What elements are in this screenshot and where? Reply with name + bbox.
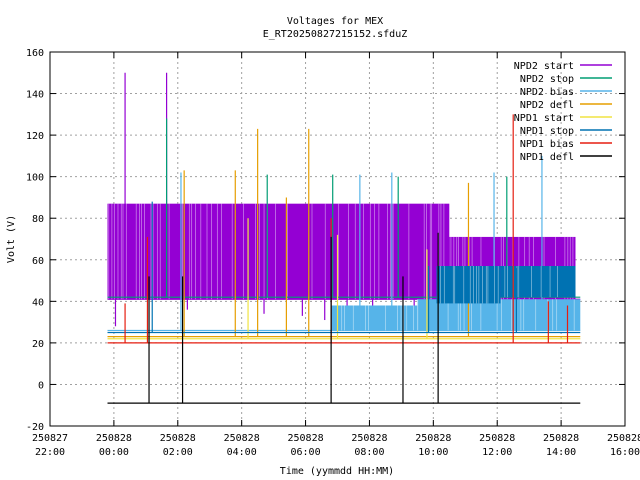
x-tick-label-date: 250828 (160, 433, 196, 444)
legend-label: NPD1 start (514, 113, 574, 124)
y-axis-tick-labels: -20 0 20 40 60 80 100 120 140 160 (26, 48, 44, 433)
y-tick-label: 120 (26, 131, 44, 142)
x-tick-label-date: 250828 (96, 433, 132, 444)
x-axis-tick-labels: 250827 22:00 250828 00:00 250828 02:00 250828 0… (32, 433, 640, 458)
x-tick-label-time: 00:00 (99, 447, 129, 458)
legend-item: NPD1 bias (520, 139, 612, 150)
x-axis-label: Time (yymmdd HH:MM) (280, 466, 394, 477)
legend-item: NPD1 stop (520, 126, 612, 137)
legend-item: NPD2 bias (520, 87, 612, 98)
legend-label: NPD1 stop (520, 126, 574, 137)
series-npd1-start (107, 218, 581, 340)
axis-ticks (49, 51, 626, 427)
x-tick-label-date: 250828 (224, 433, 260, 444)
legend-item: NPD1 defl (520, 152, 612, 163)
y-axis-label: Volt (V) (6, 215, 17, 263)
legend-label: NPD1 bias (520, 139, 574, 150)
y-tick-label: 20 (32, 339, 44, 350)
series-npd2-defl (107, 128, 581, 338)
legend-item: NPD2 stop (520, 74, 612, 85)
y-tick-label: 160 (26, 48, 44, 59)
x-tick-label-date: 250828 (351, 433, 387, 444)
y-tick-label: 140 (26, 90, 44, 101)
legend-label: NPD1 defl (520, 152, 574, 163)
legend-label: NPD2 defl (520, 100, 574, 111)
legend-item: NPD2 defl (520, 100, 612, 111)
x-tick-label-time: 06:00 (291, 447, 321, 458)
x-tick-label-time: 12:00 (482, 447, 512, 458)
legend-label: NPD2 start (514, 61, 574, 72)
legend: NPD2 start NPD2 stop NPD2 bias NPD2 defl NPD… (514, 61, 612, 163)
legend-item: NPD1 start (514, 113, 612, 124)
y-tick-label: 40 (32, 297, 44, 308)
x-tick-label-date: 250828 (479, 433, 515, 444)
chart-subtitle: E_RT20250827215152.sfduZ (263, 29, 408, 40)
series-npd1-stop (107, 201, 581, 334)
legend-label: NPD2 stop (520, 74, 574, 85)
series-band (500, 266, 576, 298)
y-tick-label: 0 (38, 380, 44, 391)
y-tick-label: -20 (26, 422, 44, 433)
plot-frame (49, 51, 626, 427)
x-tick-label-time: 02:00 (163, 447, 193, 458)
series-band (331, 305, 418, 331)
series-layer (107, 72, 581, 404)
x-tick-label-time: 08:00 (354, 447, 384, 458)
y-tick-label: 100 (26, 173, 44, 184)
series-npd2-bias (107, 155, 581, 332)
series-npd1-defl (107, 232, 581, 404)
x-tick-label-time: 04:00 (227, 447, 257, 458)
y-tick-label: 60 (32, 256, 44, 267)
legend-item: NPD2 start (514, 61, 612, 72)
x-tick-label-date: 250828 (607, 433, 640, 444)
x-tick-label-date: 250828 (415, 433, 451, 444)
x-tick-label-date: 250828 (543, 433, 579, 444)
x-tick-label-date: 250828 (287, 433, 323, 444)
series-band (417, 299, 581, 331)
x-tick-label-date: 250827 (32, 433, 68, 444)
chart-title: Voltages for MEX (287, 16, 383, 27)
x-tick-label-time: 10:00 (418, 447, 448, 458)
x-tick-label-time: 22:00 (35, 447, 65, 458)
legend-label: NPD2 bias (520, 87, 574, 98)
y-tick-label: 80 (32, 214, 44, 225)
x-tick-label-time: 14:00 (546, 447, 576, 458)
x-tick-label-time: 16:00 (610, 447, 640, 458)
series-band (436, 266, 501, 304)
